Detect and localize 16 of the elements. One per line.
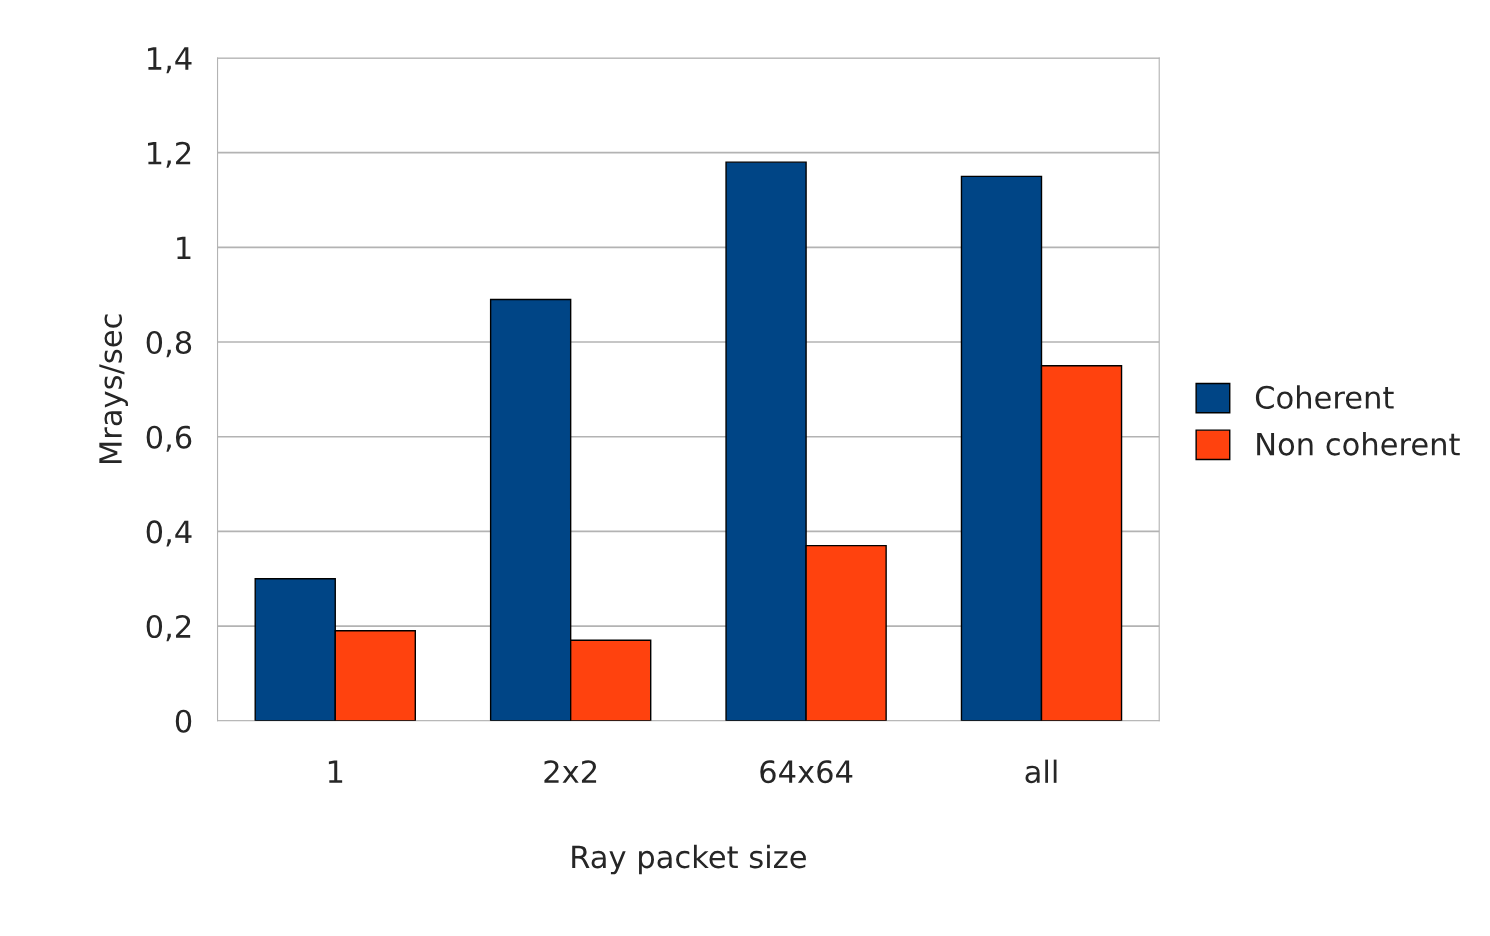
x-tick-label: 2x2 — [544, 760, 597, 783]
y-tick-label: 0,4 — [146, 520, 192, 547]
y-tick-label: 1,4 — [148, 47, 192, 74]
legend-label: Non coherent — [1257, 431, 1460, 456]
y-tick-label: 1,2 — [148, 141, 191, 168]
x-tick-label: all — [1025, 759, 1057, 784]
x-tick-label: 64x64 — [760, 760, 853, 784]
y-tick-label: 1 — [177, 236, 191, 259]
y-tick-label: 0,6 — [146, 425, 192, 452]
y-axis-title: Mrays/sec — [99, 314, 128, 464]
legend-label: Coherent — [1255, 385, 1394, 409]
y-tick-label: 0,2 — [146, 614, 191, 642]
x-axis-title: Ray packet size — [572, 844, 806, 875]
x-tick-label: 1 — [328, 760, 343, 783]
y-tick-label: 0 — [175, 709, 192, 733]
y-tick-label: 0,8 — [146, 330, 192, 358]
